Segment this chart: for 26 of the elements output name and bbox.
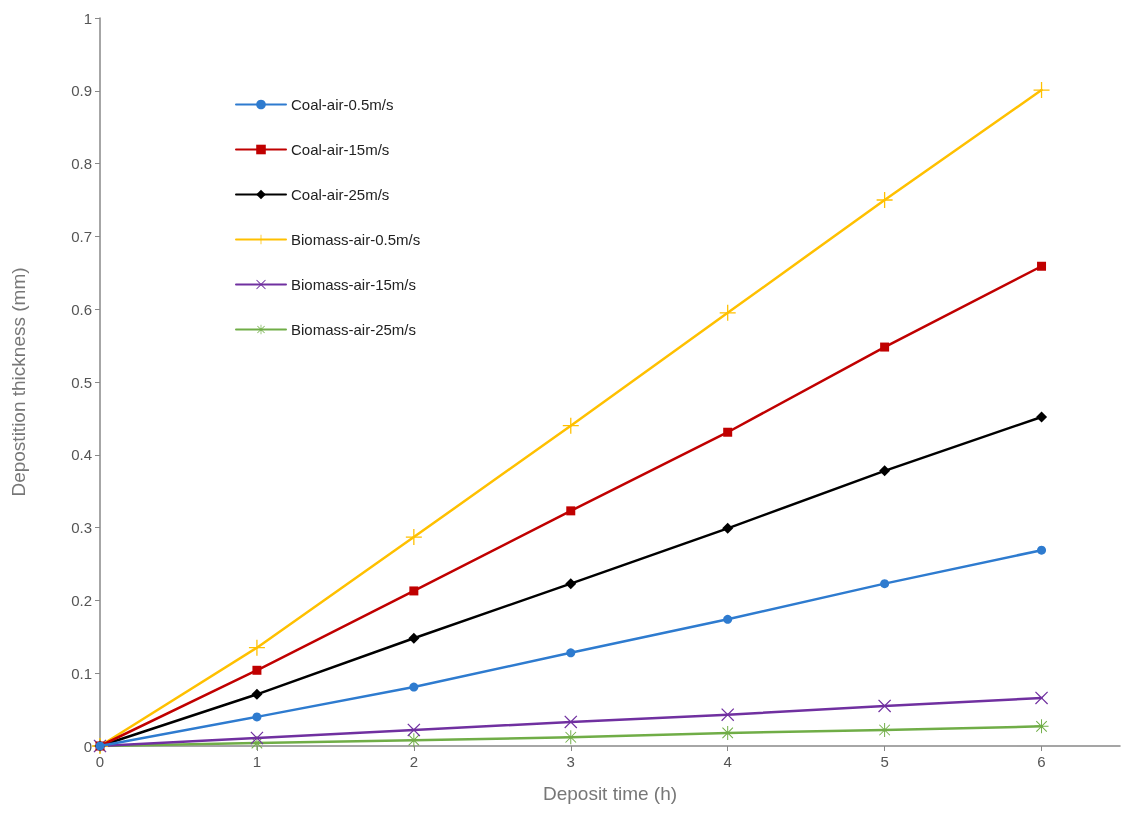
legend-label: Biomass-air-0.5m/s <box>291 231 421 248</box>
x-tick-label: 2 <box>409 753 419 770</box>
legend-label: Coal-air-0.5m/s <box>291 96 394 113</box>
y-tick-label: 0.4 <box>71 446 92 464</box>
y-tick-label: 0.1 <box>71 664 92 682</box>
y-tick-label: 0.3 <box>71 519 92 537</box>
x-tick-label: 4 <box>723 753 732 770</box>
x-tick-label: 0 <box>95 753 105 770</box>
legend-label: Coal-air-25m/s <box>291 186 390 203</box>
y-tick-label: 0.6 <box>71 300 92 318</box>
y-tick-label: 0 <box>83 737 92 755</box>
y-axis-title: Depostition thickness (mm) <box>8 267 29 497</box>
x-tick-label: 6 <box>1037 753 1046 770</box>
y-tick-label: 0.5 <box>71 373 92 391</box>
legend-label: Coal-air-15m/s <box>291 141 390 158</box>
legend-label: Biomass-air-15m/s <box>291 276 417 293</box>
y-tick-label: 0.7 <box>71 227 92 245</box>
y-tick-label: 0.2 <box>71 591 92 609</box>
x-tick-label: 5 <box>880 753 889 770</box>
legend-label: Biomass-air-25m/s <box>291 321 417 338</box>
y-tick-label: 0.8 <box>71 155 92 173</box>
y-tick-label: 0.9 <box>71 82 92 100</box>
x-tick-label: 3 <box>566 753 575 770</box>
x-tick-label: 1 <box>252 753 262 770</box>
x-axis-title: Deposit time (h) <box>542 783 678 804</box>
y-tick-label: 1 <box>83 9 92 27</box>
